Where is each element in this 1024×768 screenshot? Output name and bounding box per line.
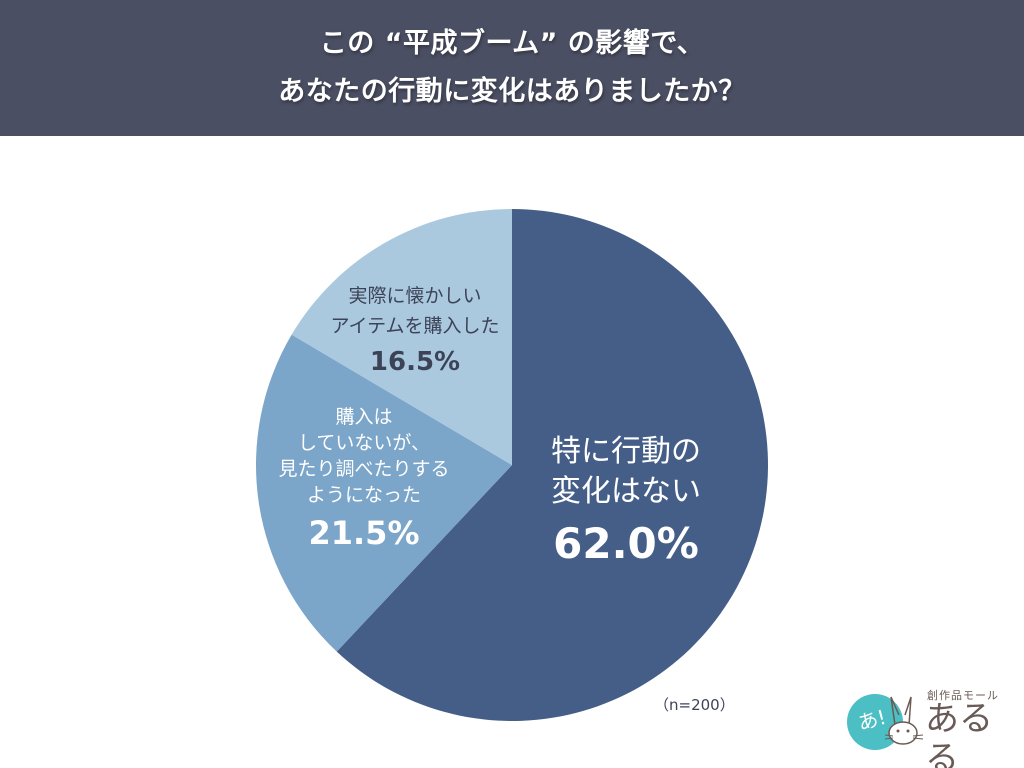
label-line: 購入は bbox=[335, 406, 393, 428]
slice-purchased bbox=[291, 209, 512, 465]
percent-value: 16.5% bbox=[369, 347, 461, 377]
sample-size-note: （n=200） bbox=[654, 696, 735, 714]
title-line-1: この “平成ブーム” の影響で、 bbox=[319, 28, 705, 59]
brand-subtitle: 創作品モール bbox=[927, 689, 999, 702]
question-header: この “平成ブーム” の影響で、 あなたの行動に変化はありましたか？ bbox=[0, 0, 1024, 136]
label-line: 変化はない bbox=[551, 474, 701, 509]
percent-value: 62.0% bbox=[553, 519, 699, 568]
rabbit-logo-icon: あ! bbox=[847, 694, 924, 750]
title-line-2: あなたの行動に変化はありましたか？ bbox=[278, 76, 746, 107]
label-line: 実際に懐かしい bbox=[348, 285, 482, 307]
percent-value: 21.5% bbox=[308, 514, 420, 552]
label-line: 特に行動の bbox=[551, 434, 701, 469]
slice-label-no-change: 特に行動の 変化はない 62.0% bbox=[551, 432, 701, 572]
label-line: アイテムを購入した bbox=[330, 315, 500, 337]
slice-label-purchased: 実際に懐かしい アイテムを購入した 16.5% bbox=[330, 281, 499, 381]
brand-name: あるる bbox=[925, 699, 993, 768]
brand-logo: あ! 創作品モール あるる bbox=[845, 685, 1015, 768]
slice-no-change bbox=[336, 209, 768, 721]
label-line: していないが、 bbox=[297, 432, 431, 454]
slice-researched bbox=[256, 334, 512, 652]
slice-label-researched: 購入は していないが、 見たり調べたりする ようになった 21.5% bbox=[278, 404, 449, 554]
label-line: ようになった bbox=[306, 484, 422, 506]
label-line: 見たり調べたりする bbox=[278, 458, 450, 480]
